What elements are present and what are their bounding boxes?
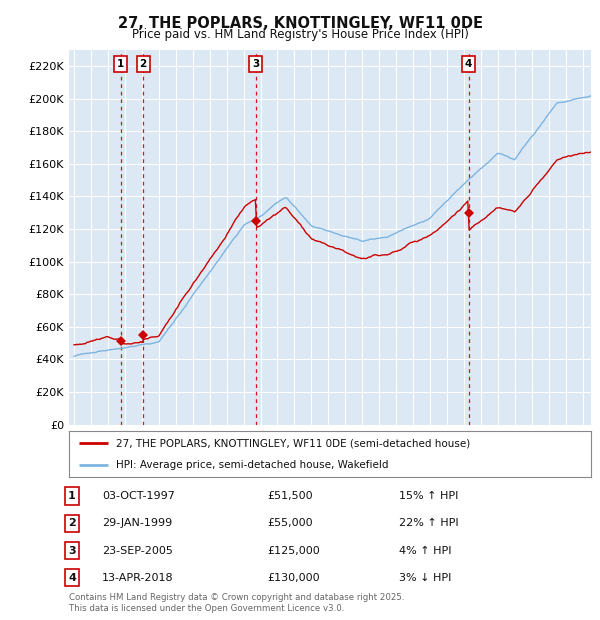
Text: £55,000: £55,000 (267, 518, 313, 528)
Text: 23-SEP-2005: 23-SEP-2005 (102, 546, 173, 556)
Text: 1: 1 (68, 491, 76, 501)
Text: 27, THE POPLARS, KNOTTINGLEY, WF11 0DE (semi-detached house): 27, THE POPLARS, KNOTTINGLEY, WF11 0DE (… (116, 438, 470, 448)
Text: 2: 2 (68, 518, 76, 528)
Text: 4: 4 (465, 60, 472, 69)
Text: £51,500: £51,500 (267, 491, 313, 501)
Text: 15% ↑ HPI: 15% ↑ HPI (399, 491, 458, 501)
Text: 2: 2 (140, 60, 147, 69)
Text: 3: 3 (68, 546, 76, 556)
Text: 1: 1 (117, 60, 124, 69)
Text: 3% ↓ HPI: 3% ↓ HPI (399, 573, 451, 583)
Text: HPI: Average price, semi-detached house, Wakefield: HPI: Average price, semi-detached house,… (116, 460, 388, 470)
Text: Price paid vs. HM Land Registry's House Price Index (HPI): Price paid vs. HM Land Registry's House … (131, 28, 469, 41)
Text: Contains HM Land Registry data © Crown copyright and database right 2025.
This d: Contains HM Land Registry data © Crown c… (69, 593, 404, 613)
Text: 22% ↑ HPI: 22% ↑ HPI (399, 518, 458, 528)
Text: 29-JAN-1999: 29-JAN-1999 (102, 518, 172, 528)
Text: 03-OCT-1997: 03-OCT-1997 (102, 491, 175, 501)
Text: £125,000: £125,000 (267, 546, 320, 556)
Text: 4% ↑ HPI: 4% ↑ HPI (399, 546, 452, 556)
Text: 27, THE POPLARS, KNOTTINGLEY, WF11 0DE: 27, THE POPLARS, KNOTTINGLEY, WF11 0DE (118, 16, 482, 30)
Text: 3: 3 (253, 60, 260, 69)
Text: 4: 4 (68, 573, 76, 583)
Text: £130,000: £130,000 (267, 573, 320, 583)
Text: 13-APR-2018: 13-APR-2018 (102, 573, 173, 583)
